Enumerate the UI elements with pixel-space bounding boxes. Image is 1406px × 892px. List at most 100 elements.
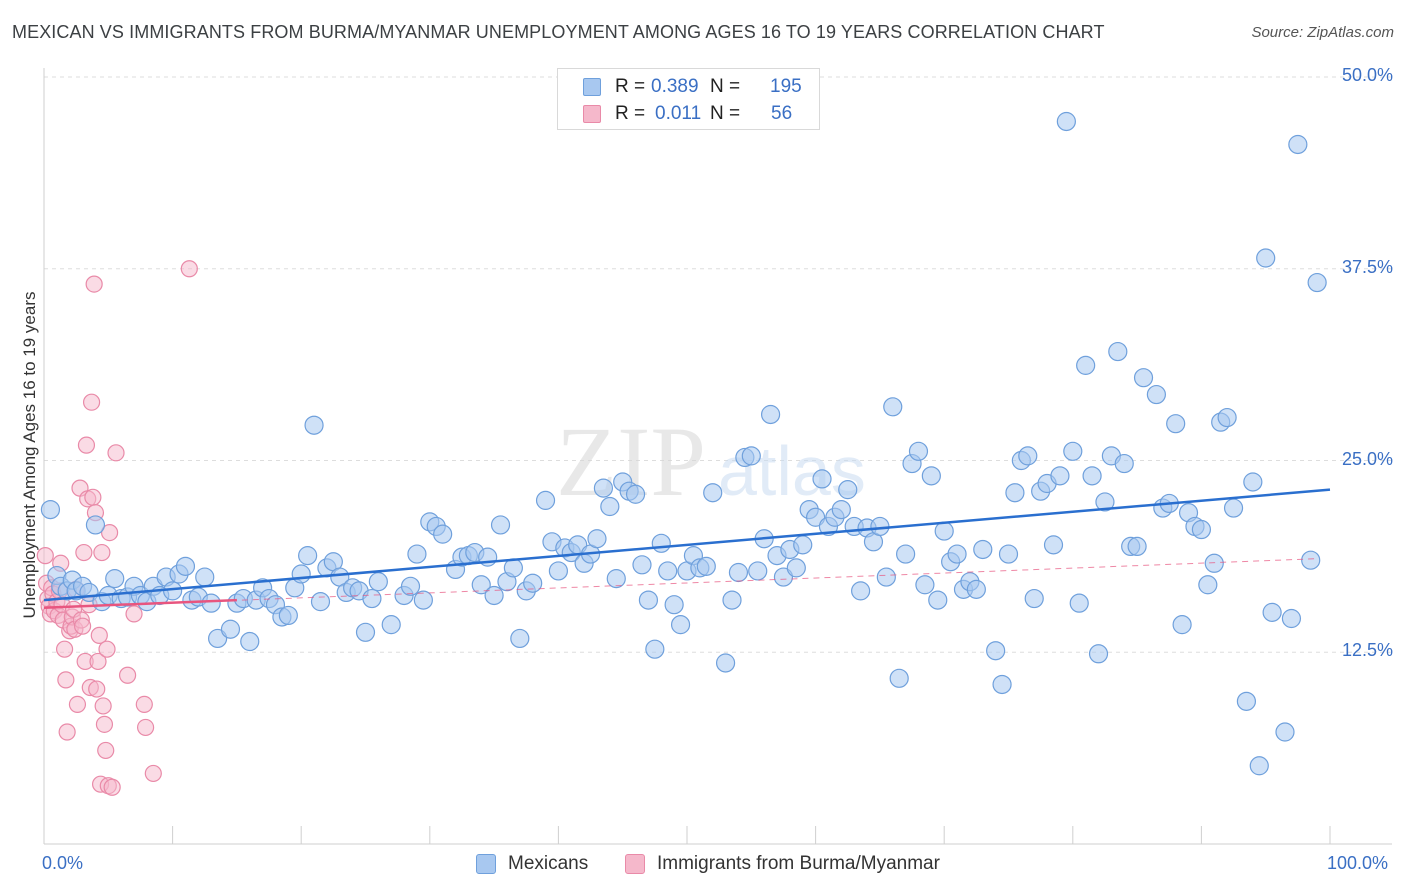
y-tick-label: 50.0% xyxy=(1341,65,1393,85)
mexicans-point xyxy=(876,567,896,587)
mexicans-point xyxy=(1217,407,1237,428)
mexicans-point xyxy=(658,561,678,581)
mexicans-point xyxy=(998,544,1019,564)
burma-point xyxy=(68,695,87,714)
mexicans-point xyxy=(928,590,948,610)
burma-point xyxy=(125,605,143,623)
mexicans-point xyxy=(40,499,61,520)
burma-point xyxy=(75,543,93,562)
mexicans-point xyxy=(355,622,376,642)
burma-swatch xyxy=(583,105,601,123)
mexicans-point xyxy=(310,592,331,612)
mexicans-point xyxy=(1043,535,1064,555)
mexicans-point xyxy=(1114,453,1134,474)
mexicans-point xyxy=(625,484,646,504)
mexicans-point xyxy=(1307,272,1327,293)
burma-point xyxy=(97,741,115,760)
mexicans-point xyxy=(1088,644,1109,664)
source-credit: Source: ZipAtlas.com xyxy=(1251,24,1394,41)
mexicans-point xyxy=(548,561,569,581)
mexicans-point xyxy=(947,544,967,564)
mexicans-point xyxy=(240,631,260,652)
series-legend: Mexicans Immigrants from Burma/Myanmar xyxy=(0,851,1406,879)
burma-trend-line xyxy=(43,598,237,610)
burma-legend-swatch xyxy=(625,854,645,874)
mexicans-point xyxy=(606,569,626,589)
y-tick-label: 37.5% xyxy=(1341,256,1393,277)
mexicans-point xyxy=(793,535,813,555)
mexicans-point xyxy=(966,579,986,599)
mexicans-point xyxy=(1063,441,1083,461)
mexicans-point xyxy=(696,556,716,576)
mexicans-point xyxy=(645,639,665,659)
mexicans-point xyxy=(1256,248,1276,268)
mexicans-point xyxy=(1262,602,1282,622)
mexicans-point xyxy=(362,588,382,609)
mexicans-point xyxy=(1281,608,1302,629)
mexicans-swatch xyxy=(583,78,601,96)
mexicans-point xyxy=(1275,722,1295,742)
mexicans-point xyxy=(741,446,761,466)
mexicans-point xyxy=(195,567,215,587)
mexicans-point xyxy=(484,585,504,606)
r-value: 0.011 xyxy=(655,103,702,124)
mexicans-point xyxy=(908,441,929,461)
mexicans-point xyxy=(433,524,453,544)
mexicans-point xyxy=(1005,483,1025,503)
mexicans-point xyxy=(1249,756,1269,776)
r-label: R = xyxy=(615,76,646,97)
mexicans-point xyxy=(651,533,671,553)
mexicans-point xyxy=(523,573,543,593)
mexicans-point xyxy=(587,529,607,549)
mexicans-point xyxy=(1050,466,1070,486)
mexicans-point xyxy=(896,544,916,564)
x-tick-label-max: 100.0% xyxy=(1327,853,1389,873)
mexicans-point xyxy=(291,564,311,584)
burma-point xyxy=(89,652,107,671)
mexicans-point xyxy=(163,581,183,601)
mexicans-point xyxy=(812,469,832,489)
burma-point xyxy=(144,764,162,783)
mexicans-point xyxy=(510,628,530,649)
burma-point xyxy=(84,488,102,506)
mexicans-point xyxy=(992,674,1012,695)
y-tick-label: 25.0% xyxy=(1341,448,1393,469)
mexicans-point xyxy=(986,641,1006,661)
mexicans-point xyxy=(304,415,324,435)
mexicans-point xyxy=(728,562,749,583)
mexicans-point xyxy=(883,397,903,417)
mexicans-point xyxy=(1288,134,1308,155)
mexicans-point xyxy=(831,499,851,520)
burma-point xyxy=(77,436,96,454)
mexicans-point xyxy=(407,544,427,564)
burma-point xyxy=(135,695,153,714)
mexicans-trend-line xyxy=(43,488,1331,602)
mexicans-point xyxy=(1127,536,1147,557)
mexicans-point xyxy=(851,581,871,601)
grid-lines xyxy=(44,76,1392,653)
mexicans-point xyxy=(175,556,196,576)
legend-row-mexicans: R = 0.389 N = 195 xyxy=(558,74,819,100)
burma-point xyxy=(58,723,76,741)
mexicans-point xyxy=(298,546,318,566)
burma-point xyxy=(82,393,101,411)
mexicans-point xyxy=(760,404,781,425)
legend-row-burma: R = 0.011 N = 56 xyxy=(558,101,819,127)
mexicans-point xyxy=(593,478,614,498)
mexicans-point xyxy=(1069,593,1089,613)
mexicans-point xyxy=(748,561,768,581)
burma-point xyxy=(107,444,125,462)
burma-point xyxy=(88,680,106,698)
mexicans-point xyxy=(1018,446,1038,466)
burma-point xyxy=(94,697,112,715)
mexicans-point xyxy=(1133,368,1154,388)
mexicans-point xyxy=(1172,615,1192,635)
mexicans-point xyxy=(381,615,401,635)
correlation-legend: R = 0.389 N = 195 R = 0.011 N = 56 xyxy=(557,68,820,130)
mexicans-point xyxy=(664,595,684,615)
y-axis-label: Unemployment Among Ages 16 to 19 years xyxy=(20,291,39,619)
burma-point xyxy=(85,275,103,293)
chart-title: MEXICAN VS IMMIGRANTS FROM BURMA/MYANMAR… xyxy=(12,22,1105,42)
mexicans-point xyxy=(703,483,723,503)
